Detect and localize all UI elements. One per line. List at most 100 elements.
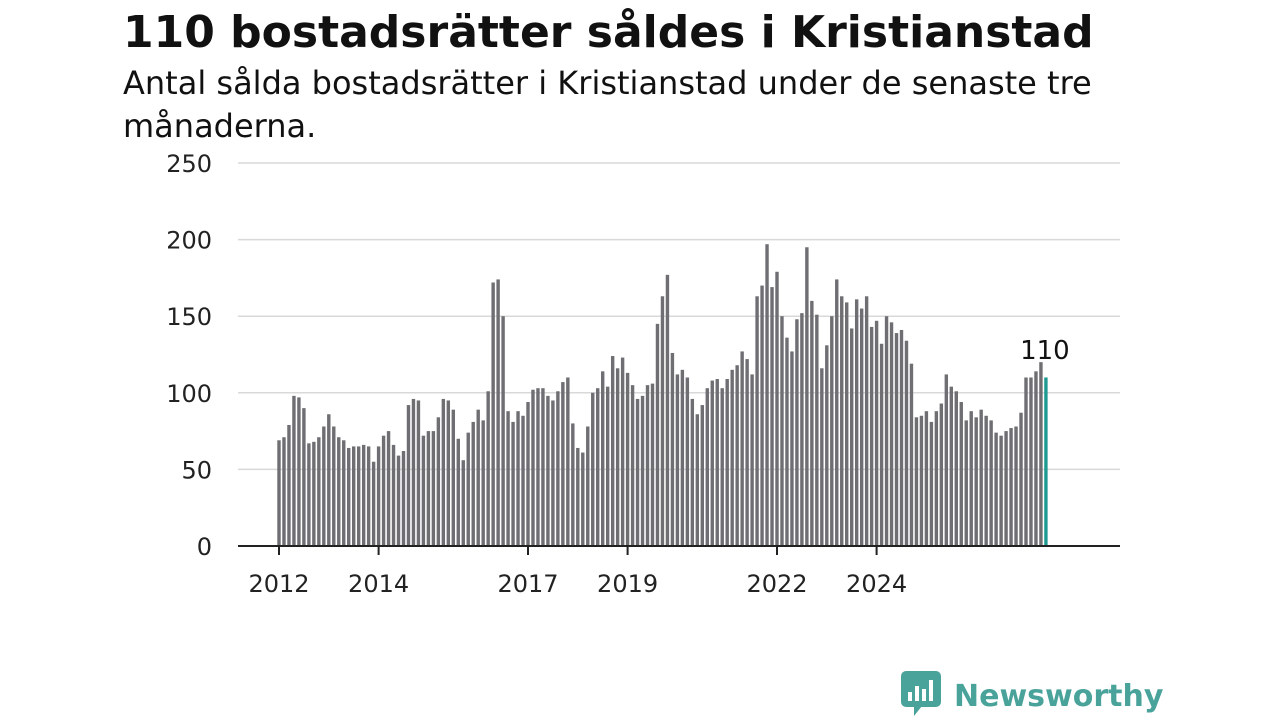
bar — [1034, 371, 1038, 546]
bar — [869, 326, 874, 546]
bar — [556, 391, 560, 546]
x-tick-label: 2024 — [846, 570, 907, 598]
bar — [576, 447, 580, 546]
bar — [765, 244, 769, 546]
bar — [705, 388, 709, 546]
bar — [879, 343, 884, 546]
bar — [685, 377, 690, 546]
bar — [536, 388, 540, 546]
bar — [800, 313, 804, 546]
newsworthy-logo: Newsworthy — [900, 670, 1163, 722]
bar — [740, 351, 744, 546]
bar — [546, 395, 550, 546]
y-tick-label: 0 — [197, 533, 212, 561]
bar — [715, 379, 719, 546]
bar — [889, 322, 894, 546]
bar — [929, 421, 934, 546]
bar — [610, 356, 615, 546]
bar — [909, 363, 914, 546]
bar — [541, 388, 545, 546]
bar — [695, 414, 700, 546]
bar — [959, 401, 963, 546]
bar — [496, 279, 500, 546]
x-tick-label: 2022 — [746, 570, 807, 598]
axes — [238, 545, 1120, 555]
y-tick-label: 100 — [166, 380, 212, 408]
highlight-bar — [1044, 377, 1048, 546]
bar — [366, 446, 371, 546]
bar — [317, 437, 321, 546]
bar — [700, 405, 704, 546]
bar — [944, 374, 949, 546]
bar — [297, 397, 301, 546]
bar — [735, 365, 739, 546]
bar — [456, 438, 460, 546]
bar — [551, 400, 555, 546]
bar — [591, 392, 595, 546]
bar — [516, 411, 520, 546]
bar — [416, 400, 421, 546]
bar — [655, 323, 660, 546]
bar — [426, 431, 431, 546]
bar — [795, 319, 799, 546]
bar — [660, 296, 665, 546]
bar — [770, 287, 774, 546]
bar — [934, 411, 939, 546]
bar — [451, 409, 455, 546]
bar — [1019, 412, 1023, 546]
bar — [780, 316, 784, 546]
bar — [994, 432, 998, 546]
bar — [461, 460, 465, 546]
bar — [327, 414, 331, 546]
bar — [984, 415, 988, 546]
bar — [635, 398, 640, 546]
bar — [287, 424, 291, 546]
bar — [675, 374, 680, 546]
bar — [401, 451, 406, 546]
bar — [775, 271, 779, 546]
bar — [725, 379, 729, 546]
bar — [352, 446, 356, 546]
bar — [561, 382, 565, 546]
bar — [755, 296, 759, 546]
grid-lines — [238, 162, 1120, 471]
bar — [949, 386, 953, 546]
bar — [337, 437, 341, 546]
bar — [645, 385, 650, 546]
bar — [481, 420, 485, 546]
bar — [506, 411, 510, 546]
bar — [919, 415, 924, 546]
bar — [322, 426, 326, 546]
bar — [710, 380, 714, 546]
x-tick-label: 2014 — [348, 570, 409, 598]
bar — [979, 409, 983, 546]
bar — [815, 314, 819, 546]
bar — [874, 320, 879, 546]
bar — [914, 417, 919, 546]
bar — [999, 435, 1003, 546]
bar — [342, 440, 346, 546]
bar — [1039, 362, 1043, 546]
x-tick-label: 2012 — [248, 570, 309, 598]
bar — [805, 247, 809, 546]
bar — [954, 391, 958, 546]
bar — [620, 357, 625, 546]
bar — [810, 300, 814, 546]
bar — [386, 431, 391, 546]
bar — [376, 446, 381, 546]
y-tick-label: 50 — [181, 456, 212, 484]
bar — [1029, 377, 1033, 546]
bar — [596, 388, 600, 546]
bar — [446, 400, 451, 546]
x-tick-label: 2019 — [597, 570, 658, 598]
bar — [441, 398, 446, 546]
bar — [989, 420, 993, 546]
bar — [521, 415, 525, 546]
bar — [859, 308, 864, 546]
bar — [615, 368, 620, 546]
bar — [302, 408, 306, 546]
bar — [840, 296, 844, 546]
bar — [835, 279, 839, 546]
bar — [670, 352, 675, 546]
chart-bubble-icon — [900, 670, 942, 722]
